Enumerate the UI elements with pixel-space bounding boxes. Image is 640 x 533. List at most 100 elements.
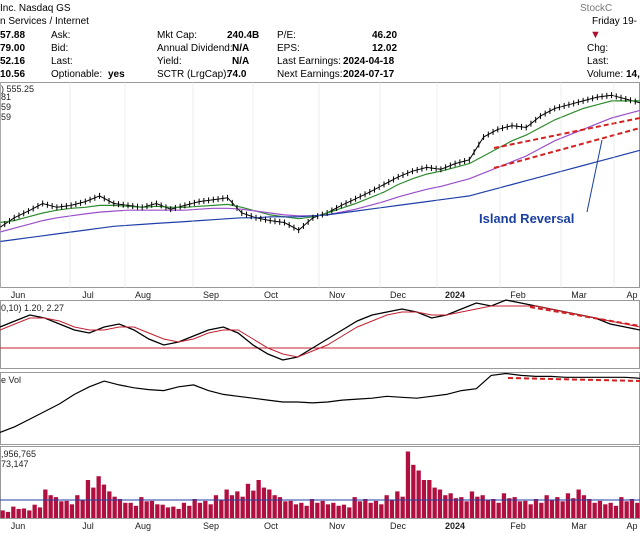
volume-bar [357, 501, 363, 518]
volume-bar [187, 505, 192, 518]
month-tick-bottom: Mar [571, 521, 587, 531]
volume-bar [368, 502, 373, 518]
volume-bar [560, 501, 565, 518]
volume-bar [453, 498, 459, 518]
volume-bar [309, 499, 315, 518]
volume-bar [69, 504, 75, 518]
next-earnings-label: Next Earnings: [277, 69, 343, 80]
volume-bar [325, 504, 331, 518]
volume-bar [613, 505, 619, 518]
volume-bar [565, 493, 571, 518]
volume-bar [448, 493, 453, 518]
volume-bar [48, 495, 53, 518]
volume-bar [352, 497, 357, 518]
volume-bar [59, 501, 64, 518]
bid-label: Bid: [51, 43, 69, 54]
volume-bar [507, 498, 512, 518]
volume-bar [133, 505, 139, 518]
volume-bar [555, 497, 560, 518]
volume-bar [293, 504, 299, 518]
volume-bar [245, 483, 251, 518]
volume-bar [475, 496, 480, 518]
volume-bar [491, 499, 496, 518]
volume-bar [603, 504, 608, 518]
volume-bar [16, 508, 21, 518]
ma-slow-line [0, 149, 640, 243]
pe-value: 46.20 [372, 30, 398, 41]
month-tick-top: 2024 [445, 290, 465, 300]
ask-label: Ask: [51, 30, 71, 41]
volume-bar [288, 500, 293, 518]
volume-bar [43, 489, 48, 518]
volume-bar [528, 504, 533, 518]
volume-bar [587, 499, 592, 518]
chg-label: Chg: [587, 43, 609, 54]
volume-bar [219, 499, 224, 518]
volume-bar [571, 498, 576, 518]
annotation-pointer [586, 139, 603, 213]
volume-bar [96, 476, 101, 518]
mktcap-value: 240.4B [227, 30, 260, 41]
ma-legend-2: 59 [1, 102, 11, 112]
volume-bar [21, 508, 27, 518]
volume-bar [0, 510, 5, 518]
volume-bar [85, 480, 91, 518]
volume-bar [304, 505, 309, 518]
optionable-label: Optionable: [51, 69, 103, 80]
last-earnings-label: Last Earnings: [277, 56, 341, 67]
month-tick-top: Mar [571, 290, 587, 300]
volume-bar [91, 487, 96, 518]
last-label-right: Last: [587, 56, 609, 67]
month-tick-bottom: 2024 [445, 521, 465, 531]
volume-bar [176, 508, 181, 518]
volume-bar [80, 499, 85, 518]
month-tick-bottom: Jul [82, 521, 94, 531]
island-reversal-label: Island Reversal [479, 211, 574, 226]
volume-bar [480, 495, 485, 518]
volume-bar [459, 497, 464, 518]
volume-bar [512, 497, 517, 518]
volume-bar [107, 491, 112, 518]
sctr-value: 74.0 [227, 69, 247, 80]
month-tick-top: Jul [82, 290, 94, 300]
volume-bar [283, 501, 288, 518]
volume-bar [619, 497, 624, 518]
volume-bar [421, 480, 427, 518]
volume-bar [181, 502, 187, 518]
volume-bar [240, 496, 245, 518]
volume-bar [11, 506, 16, 518]
month-tick-bottom: Dec [390, 521, 407, 531]
vol-indicator-panel [0, 372, 640, 433]
volume-bar [597, 500, 603, 518]
volume-bar [112, 496, 117, 518]
volume-bar [544, 495, 549, 518]
dividend-value: N/A [232, 43, 250, 54]
volume-bar [37, 507, 43, 518]
volume-bar [437, 489, 443, 518]
volume-bar [501, 493, 507, 518]
volume-bar [139, 497, 144, 518]
volume-bar [517, 501, 523, 518]
volume-bar [533, 499, 539, 518]
volume-bar [523, 500, 528, 518]
volume-bar [549, 499, 555, 518]
month-tick-bottom: Ap [626, 521, 637, 531]
x-axis-top: Jun Jul Aug Sep Oct Nov Dec 2024 Feb Mar Ap [0, 82, 638, 300]
month-tick-bottom: Sep [203, 521, 219, 531]
volume-bar [539, 502, 544, 518]
range-value: 10.56 [0, 69, 26, 80]
volume-bar [208, 504, 213, 518]
volume-bar [336, 505, 341, 518]
pe-label: P/E: [277, 30, 296, 41]
volume-bar [64, 500, 69, 518]
volume-bar [341, 504, 347, 518]
date-label: Friday 19- [592, 16, 638, 27]
volume-bar [101, 484, 107, 518]
volume-bar [581, 495, 587, 518]
volume-bar [389, 499, 395, 518]
month-tick-bottom: Oct [264, 521, 279, 531]
volume-bar [272, 495, 277, 518]
volume-bar [400, 496, 405, 518]
volume-legend-2: 73,147 [1, 459, 29, 469]
